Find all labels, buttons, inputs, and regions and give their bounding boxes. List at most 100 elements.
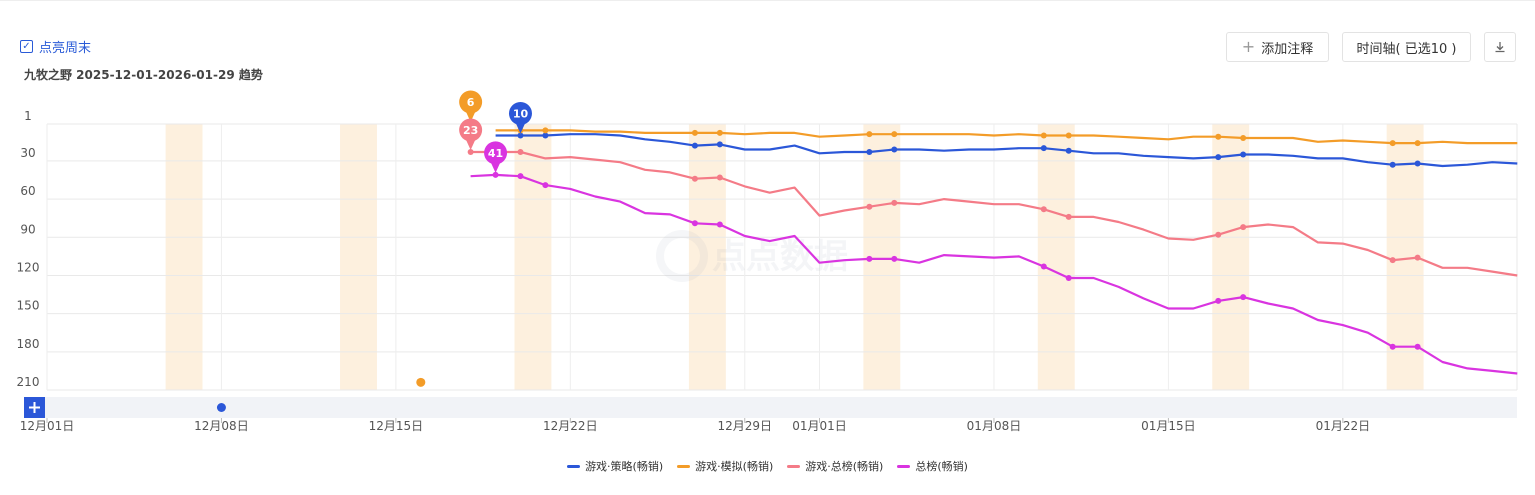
add-note-label: 添加注释 bbox=[1261, 41, 1314, 57]
data-point-game_total[interactable] bbox=[1040, 206, 1047, 213]
legend-item-total[interactable]: 总榜(畅销) bbox=[897, 458, 968, 474]
data-point-sim[interactable] bbox=[1040, 132, 1047, 139]
data-point-game_total[interactable] bbox=[1414, 254, 1421, 261]
data-point-total[interactable] bbox=[716, 221, 723, 228]
x-tick-label: 01月22日 bbox=[1316, 419, 1371, 433]
data-point-total[interactable] bbox=[891, 255, 898, 262]
rank-pin-game_total[interactable]: 23 bbox=[459, 118, 483, 151]
download-button[interactable] bbox=[1484, 32, 1516, 62]
data-point-strategy[interactable] bbox=[1414, 160, 1421, 167]
x-tick-label: 12月01日 bbox=[20, 419, 75, 433]
data-point-sim[interactable] bbox=[866, 131, 873, 138]
data-point-game_total[interactable] bbox=[1065, 213, 1072, 220]
data-point-total[interactable] bbox=[1240, 294, 1247, 301]
data-point-strategy[interactable] bbox=[716, 141, 723, 148]
data-point-sim[interactable] bbox=[542, 127, 549, 134]
legend-item-sim[interactable]: 游戏·模拟(畅销) bbox=[677, 458, 773, 474]
add-note-button[interactable]: + 添加注释 bbox=[1226, 32, 1329, 62]
legend-swatch bbox=[897, 464, 911, 468]
data-point-game_total[interactable] bbox=[891, 199, 898, 206]
pin-label: 41 bbox=[488, 147, 503, 160]
data-point-total[interactable] bbox=[1065, 275, 1072, 281]
checkbox-checked-icon[interactable]: ✓ bbox=[20, 40, 33, 53]
data-point-total[interactable] bbox=[1040, 263, 1047, 270]
pin-tail bbox=[515, 122, 526, 134]
y-axis-ticks: 1 30 60 90 120 150 180 210 bbox=[17, 109, 40, 389]
data-point-sim[interactable] bbox=[891, 131, 898, 138]
data-point-game_total[interactable] bbox=[467, 149, 474, 155]
svg-text:点点数据: 点点数据 bbox=[712, 237, 848, 277]
data-point-total[interactable] bbox=[691, 220, 698, 227]
range-navigator bbox=[24, 397, 1517, 418]
data-point-game_total[interactable] bbox=[1389, 257, 1396, 264]
y-tick-label: 180 bbox=[17, 337, 40, 351]
data-point-sim[interactable] bbox=[716, 129, 723, 136]
pin-label: 6 bbox=[467, 96, 475, 109]
watermark: 点点数据 bbox=[656, 230, 848, 282]
data-point-strategy[interactable] bbox=[1215, 154, 1222, 161]
x-tick-label: 12月08日 bbox=[194, 419, 249, 433]
data-point-strategy[interactable] bbox=[1040, 145, 1047, 152]
data-point-strategy[interactable] bbox=[866, 149, 873, 155]
download-icon bbox=[1495, 42, 1505, 53]
data-point-game_total[interactable] bbox=[691, 175, 698, 182]
grid-lines bbox=[46, 123, 1518, 391]
legend-swatch bbox=[677, 464, 691, 468]
data-point-total[interactable] bbox=[1389, 343, 1396, 350]
y-tick-label: 150 bbox=[17, 299, 40, 313]
highlight-weekend-toggle[interactable]: ✓ 点亮周末 bbox=[20, 37, 91, 56]
series-line-game_total bbox=[470, 150, 1518, 277]
pin-head bbox=[459, 118, 483, 142]
x-tick-label: 12月29日 bbox=[717, 419, 772, 433]
data-point-sim[interactable] bbox=[1389, 140, 1396, 147]
y-tick-label: 30 bbox=[20, 146, 35, 160]
data-point-strategy[interactable] bbox=[1389, 161, 1396, 168]
data-point-strategy[interactable] bbox=[1240, 151, 1247, 158]
data-point-strategy[interactable] bbox=[517, 132, 524, 139]
y-tick-label: 120 bbox=[17, 260, 40, 274]
data-point-total[interactable] bbox=[492, 171, 499, 178]
x-tick-label: 12月22日 bbox=[543, 419, 598, 433]
data-point-game_total[interactable] bbox=[716, 174, 723, 181]
data-point-sim[interactable] bbox=[1414, 140, 1421, 147]
x-tick-label: 12月15日 bbox=[369, 419, 424, 433]
data-point-total[interactable] bbox=[1215, 297, 1222, 304]
pin-tail bbox=[490, 161, 501, 173]
timeline-button[interactable]: 时间轴( 已选10 ) bbox=[1342, 32, 1471, 62]
legend-item-strategy[interactable]: 游戏·策略(畅销) bbox=[567, 458, 663, 474]
data-point-sim[interactable] bbox=[1215, 133, 1222, 140]
data-point-sim[interactable] bbox=[1065, 132, 1072, 139]
rank-pin-strategy[interactable]: 10 bbox=[508, 101, 532, 134]
data-point-sim[interactable] bbox=[1240, 135, 1247, 141]
weekend-band bbox=[165, 124, 203, 390]
data-point-total[interactable] bbox=[542, 182, 549, 189]
rank-pin-sim[interactable]: 6 bbox=[459, 90, 483, 123]
y-tick-label: 210 bbox=[17, 375, 40, 389]
series-line-strategy bbox=[495, 133, 1518, 168]
plus-icon bbox=[29, 402, 40, 413]
data-point-strategy[interactable] bbox=[1065, 147, 1072, 154]
legend-item-game_total[interactable]: 游戏·总榜(畅销) bbox=[787, 458, 883, 474]
data-point-total[interactable] bbox=[866, 255, 873, 262]
data-point-game_total[interactable] bbox=[1240, 224, 1247, 231]
data-point-sim[interactable] bbox=[691, 129, 698, 136]
data-point-game_total[interactable] bbox=[1215, 231, 1222, 238]
pin-head bbox=[508, 101, 532, 125]
data-point-game_total[interactable] bbox=[866, 203, 873, 210]
data-point-total[interactable] bbox=[517, 173, 524, 180]
data-point-sim[interactable] bbox=[416, 377, 426, 387]
data-point-strategy[interactable] bbox=[891, 146, 898, 153]
weekend-band bbox=[340, 124, 377, 390]
pin-label: 10 bbox=[513, 107, 529, 120]
rank-pin-total[interactable]: 41 bbox=[484, 141, 508, 173]
y-tick-label: 1 bbox=[24, 109, 32, 123]
data-point-strategy[interactable] bbox=[542, 132, 549, 139]
data-point-strategy[interactable] bbox=[691, 142, 698, 149]
chart-subtitle: 九牧之野 2025-12-01-2026-01-29 趋势 bbox=[24, 68, 263, 82]
series-lines bbox=[416, 127, 1518, 387]
data-point-game_total[interactable] bbox=[517, 149, 524, 155]
data-point-total[interactable] bbox=[1414, 343, 1421, 350]
pin-label: 23 bbox=[463, 124, 478, 137]
navigator-marker[interactable] bbox=[216, 403, 226, 412]
